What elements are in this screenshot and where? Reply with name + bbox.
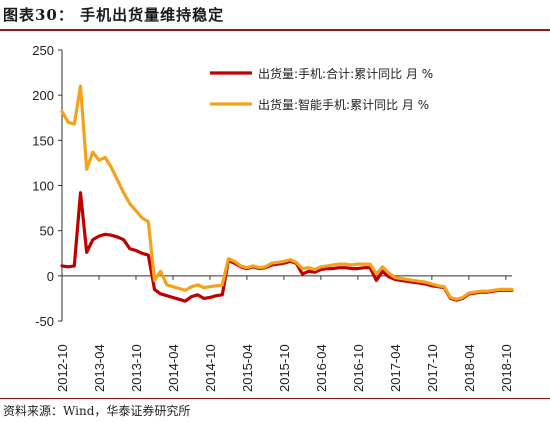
y-tick-label: 50 — [40, 224, 54, 239]
series-line-total — [60, 191, 514, 303]
legend-label-smartphone: 出货量:智能手机:累计同比 月 % — [258, 97, 429, 112]
x-tick-label: 2016-10 — [351, 344, 366, 392]
legend-label-total: 出货量:手机:合计:累计同比 月 % — [258, 66, 433, 81]
x-tick-label: 2015-04 — [240, 344, 255, 392]
x-tick-label: 2014-10 — [203, 344, 218, 392]
line-chart: -50 0 50 100 150 200 250 2012-10 2013-04 2013-10 2… — [32, 43, 514, 392]
source-note: 资料来源：Wind，华泰证券研究所 — [3, 404, 191, 418]
x-tick-label: 2018-04 — [462, 344, 477, 392]
x-tick-label: 2013-04 — [92, 344, 107, 392]
footer-divider — [0, 398, 550, 399]
y-tick-label: 250 — [32, 43, 54, 58]
y-tick-label: 150 — [32, 133, 54, 148]
x-tick-label: 2016-04 — [314, 344, 329, 392]
title-underline — [0, 29, 550, 31]
y-tick-label: 0 — [47, 269, 54, 284]
x-tick-label: 2012-10 — [55, 344, 70, 392]
series-line-smartphone — [60, 84, 514, 301]
y-tick-label: -50 — [35, 314, 54, 329]
y-tick-label: 100 — [32, 179, 54, 194]
x-tick-label: 2017-04 — [388, 344, 403, 392]
y-tick-label: 200 — [32, 88, 54, 103]
page-title: 图表30： 手机出货量维持稳定 — [3, 6, 225, 24]
x-tick-label: 2018-10 — [499, 344, 514, 392]
x-tick-label: 2014-04 — [166, 344, 181, 392]
header-bar: 图表30： 手机出货量维持稳定 — [0, 0, 550, 31]
x-tick-label: 2017-10 — [425, 344, 440, 392]
x-tick-label: 2015-10 — [277, 344, 292, 392]
x-tick-label: 2013-10 — [129, 344, 144, 392]
